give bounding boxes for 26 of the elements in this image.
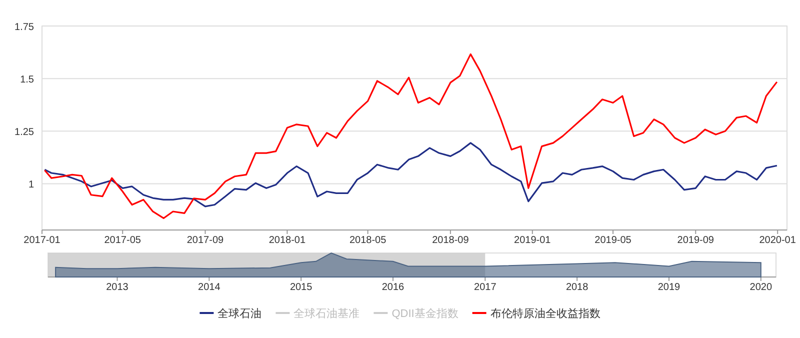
x-tick-label: 2017-05 — [104, 235, 142, 246]
x-tick-label: 2015 — [290, 282, 313, 293]
x-tick-label: 2018 — [566, 282, 589, 293]
x-tick-label: 2016 — [382, 282, 405, 293]
legend-label: 全球石油 — [218, 307, 262, 320]
x-tick-label: 2014 — [198, 282, 221, 293]
x-tick-label: 2017-09 — [186, 235, 224, 246]
y-tick-label: 1.5 — [20, 74, 34, 86]
x-tick-label: 2020-01 — [759, 235, 796, 246]
y-tick-label: 1 — [28, 180, 34, 191]
y-tick-label: 1.25 — [14, 127, 34, 138]
legend-label: QDII基金指数 — [392, 307, 458, 320]
x-tick-label: 2019 — [658, 282, 681, 293]
x-tick-label: 2017 — [474, 282, 497, 293]
y-tick-label: 1.75 — [14, 22, 34, 33]
x-tick-label: 2017-01 — [24, 235, 61, 246]
legend-label: 布伦特原油全收益指数 — [490, 307, 600, 320]
x-tick-label: 2018-05 — [349, 235, 387, 246]
x-tick-label: 2020 — [750, 282, 772, 293]
x-tick-label: 2013 — [106, 282, 129, 293]
x-tick-label: 2018-09 — [432, 235, 470, 246]
x-tick-label: 2019-05 — [594, 235, 632, 246]
legend-label: 全球石油基准 — [294, 307, 360, 320]
x-tick-label: 2018-01 — [268, 235, 306, 246]
x-tick-label: 2019-09 — [677, 235, 714, 246]
x-tick-label: 2019-01 — [514, 235, 552, 246]
